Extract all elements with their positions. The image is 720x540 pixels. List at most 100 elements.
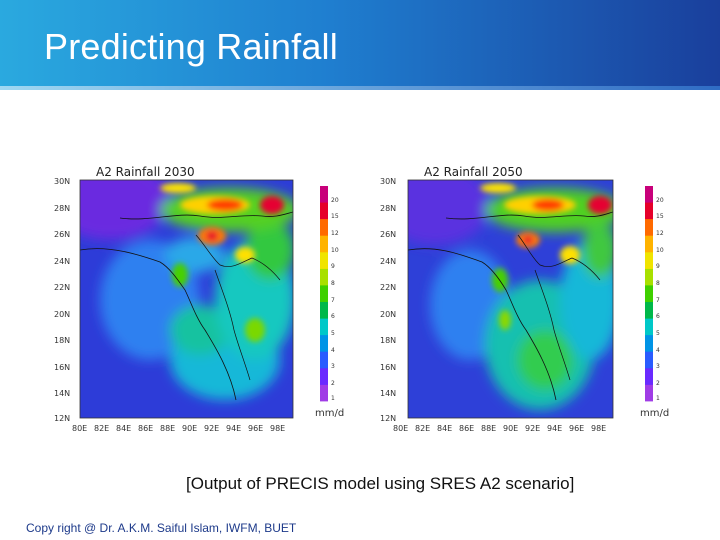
colorbar-swatch <box>320 186 328 203</box>
svg-text:30N: 30N <box>54 177 70 186</box>
svg-text:2: 2 <box>331 380 335 387</box>
svg-text:98E: 98E <box>591 424 606 433</box>
colorbar-swatch <box>645 268 653 286</box>
colorbar-swatch <box>645 318 653 336</box>
slide-title: Predicting Rainfall <box>44 26 338 67</box>
svg-text:84E: 84E <box>116 424 131 433</box>
svg-text:8: 8 <box>331 280 335 287</box>
colorbar-swatch <box>645 335 653 353</box>
svg-text:24N: 24N <box>54 257 70 266</box>
colorbar-unit: mm/d <box>315 408 344 419</box>
svg-text:5: 5 <box>656 330 660 337</box>
svg-text:1: 1 <box>331 395 335 402</box>
colorbar-swatch <box>645 235 653 253</box>
colorbar-swatch <box>645 368 653 386</box>
svg-text:20N: 20N <box>380 310 396 319</box>
svg-text:12N: 12N <box>380 414 396 423</box>
svg-text:92E: 92E <box>204 424 219 433</box>
svg-text:15: 15 <box>656 213 664 220</box>
colorbar-swatch <box>320 268 328 286</box>
svg-text:94E: 94E <box>547 424 562 433</box>
svg-text:96E: 96E <box>569 424 584 433</box>
colorbar-swatch <box>645 285 653 303</box>
svg-text:88E: 88E <box>160 424 175 433</box>
svg-text:88E: 88E <box>481 424 496 433</box>
colorbar-swatch <box>645 219 653 237</box>
svg-text:6: 6 <box>656 313 660 320</box>
svg-text:18N: 18N <box>380 336 396 345</box>
lat-axis-labels: 30N 28N 26N 24N 22N 20N 18N 16N 14N 12N <box>380 177 396 423</box>
svg-text:20: 20 <box>656 197 664 204</box>
svg-text:86E: 86E <box>138 424 153 433</box>
svg-text:9: 9 <box>656 263 660 270</box>
svg-text:86E: 86E <box>459 424 474 433</box>
map-title: A2 Rainfall 2050 <box>424 165 523 179</box>
svg-text:4: 4 <box>331 347 335 354</box>
lat-axis-labels: 30N 28N 26N 24N 22N 20N 18N 16N 14N 12N <box>54 177 70 423</box>
svg-text:20N: 20N <box>54 310 70 319</box>
svg-text:90E: 90E <box>182 424 197 433</box>
colorbar-swatch <box>320 401 328 419</box>
svg-text:1: 1 <box>656 395 660 402</box>
colorbar-unit: mm/d <box>640 408 669 419</box>
lon-axis-labels: 80E 82E 84E 86E 88E 90E 92E 94E 96E 98E <box>393 424 606 433</box>
colorbar-swatch <box>320 318 328 336</box>
svg-text:96E: 96E <box>248 424 263 433</box>
svg-text:28N: 28N <box>54 204 70 213</box>
svg-text:16N: 16N <box>380 363 396 372</box>
svg-text:82E: 82E <box>415 424 430 433</box>
svg-text:28N: 28N <box>380 204 396 213</box>
svg-text:4: 4 <box>656 347 660 354</box>
copyright-footer: Copy right @ Dr. A.K.M. Saiful Islam, IW… <box>26 521 297 535</box>
svg-text:12N: 12N <box>54 414 70 423</box>
svg-text:82E: 82E <box>94 424 109 433</box>
rainfall-field <box>408 180 613 418</box>
colorbar-swatch <box>645 302 653 319</box>
colorbar <box>320 186 328 419</box>
svg-text:8: 8 <box>656 280 660 287</box>
svg-text:15: 15 <box>331 213 339 220</box>
svg-text:22N: 22N <box>380 283 396 292</box>
svg-text:90E: 90E <box>503 424 518 433</box>
svg-text:80E: 80E <box>72 424 87 433</box>
colorbar-labels: 20 15 12 10 9 8 7 6 5 4 3 2 1 <box>331 197 339 402</box>
colorbar-swatch <box>320 368 328 386</box>
svg-text:18N: 18N <box>54 336 70 345</box>
svg-text:9: 9 <box>331 263 335 270</box>
svg-text:7: 7 <box>331 297 335 304</box>
svg-text:14N: 14N <box>380 389 396 398</box>
svg-text:92E: 92E <box>525 424 540 433</box>
colorbar-swatch <box>645 202 653 220</box>
colorbar-swatch <box>320 302 328 319</box>
svg-text:7: 7 <box>656 297 660 304</box>
svg-text:20: 20 <box>331 197 339 204</box>
svg-text:3: 3 <box>656 363 660 370</box>
colorbar-swatch <box>320 202 328 220</box>
svg-text:16N: 16N <box>54 363 70 372</box>
svg-text:22N: 22N <box>54 283 70 292</box>
colorbar-swatch <box>320 235 328 253</box>
svg-text:24N: 24N <box>380 257 396 266</box>
svg-text:26N: 26N <box>380 230 396 239</box>
svg-text:98E: 98E <box>270 424 285 433</box>
map-2030: A2 Rainfall 2030 <box>54 165 344 433</box>
svg-text:30N: 30N <box>380 177 396 186</box>
svg-text:26N: 26N <box>54 230 70 239</box>
svg-text:84E: 84E <box>437 424 452 433</box>
svg-text:80E: 80E <box>393 424 408 433</box>
colorbar-swatch <box>320 219 328 237</box>
svg-text:3: 3 <box>331 363 335 370</box>
lon-axis-labels: 80E 82E 84E 86E 88E 90E 92E 94E 96E 98E <box>72 424 285 433</box>
colorbar-swatch <box>645 252 653 270</box>
svg-text:6: 6 <box>331 313 335 320</box>
colorbar-swatch <box>320 351 328 369</box>
title-banner <box>0 0 720 90</box>
svg-text:10: 10 <box>656 247 664 254</box>
colorbar-swatch <box>645 186 653 203</box>
colorbar-swatch <box>645 351 653 369</box>
colorbar-swatch <box>320 335 328 353</box>
colorbar-swatch <box>320 285 328 303</box>
svg-text:2: 2 <box>656 380 660 387</box>
map-2050: A2 Rainfall 2050 <box>380 165 669 433</box>
